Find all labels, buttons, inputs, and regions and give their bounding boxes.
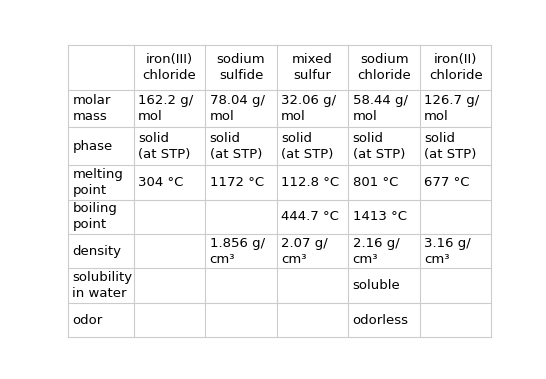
Text: 32.06 g/
mol: 32.06 g/ mol (281, 94, 336, 123)
Text: 126.7 g/
mol: 126.7 g/ mol (424, 94, 479, 123)
Text: 112.8 °C: 112.8 °C (281, 176, 339, 189)
Text: 78.04 g/
mol: 78.04 g/ mol (210, 94, 265, 123)
Text: 1413 °C: 1413 °C (353, 210, 407, 223)
Text: 444.7 °C: 444.7 °C (281, 210, 339, 223)
Text: solid
(at STP): solid (at STP) (424, 132, 477, 161)
Text: iron(II)
chloride: iron(II) chloride (429, 53, 483, 82)
Text: density: density (73, 245, 121, 258)
Text: molar
mass: molar mass (73, 94, 111, 123)
Text: 1.856 g/
cm³: 1.856 g/ cm³ (210, 237, 265, 266)
Text: soluble: soluble (353, 279, 400, 292)
Text: solid
(at STP): solid (at STP) (138, 132, 191, 161)
Text: 2.07 g/
cm³: 2.07 g/ cm³ (281, 237, 328, 266)
Text: solubility
in water: solubility in water (73, 271, 133, 300)
Text: mixed
sulfur: mixed sulfur (292, 53, 333, 82)
Text: 2.16 g/
cm³: 2.16 g/ cm³ (353, 237, 399, 266)
Text: boiling
point: boiling point (73, 202, 117, 231)
Text: 304 °C: 304 °C (138, 176, 183, 189)
Text: iron(III)
chloride: iron(III) chloride (143, 53, 197, 82)
Text: odorless: odorless (353, 313, 408, 327)
Text: solid
(at STP): solid (at STP) (353, 132, 405, 161)
Text: 162.2 g/
mol: 162.2 g/ mol (138, 94, 193, 123)
Text: phase: phase (73, 140, 112, 153)
Text: melting
point: melting point (73, 168, 123, 197)
Text: 1172 °C: 1172 °C (210, 176, 264, 189)
Text: sodium
chloride: sodium chloride (357, 53, 411, 82)
Text: 801 °C: 801 °C (353, 176, 398, 189)
Text: 58.44 g/
mol: 58.44 g/ mol (353, 94, 408, 123)
Text: 677 °C: 677 °C (424, 176, 470, 189)
Text: solid
(at STP): solid (at STP) (210, 132, 262, 161)
Text: odor: odor (73, 313, 103, 327)
Text: 3.16 g/
cm³: 3.16 g/ cm³ (424, 237, 471, 266)
Text: solid
(at STP): solid (at STP) (281, 132, 334, 161)
Text: sodium
sulfide: sodium sulfide (217, 53, 265, 82)
